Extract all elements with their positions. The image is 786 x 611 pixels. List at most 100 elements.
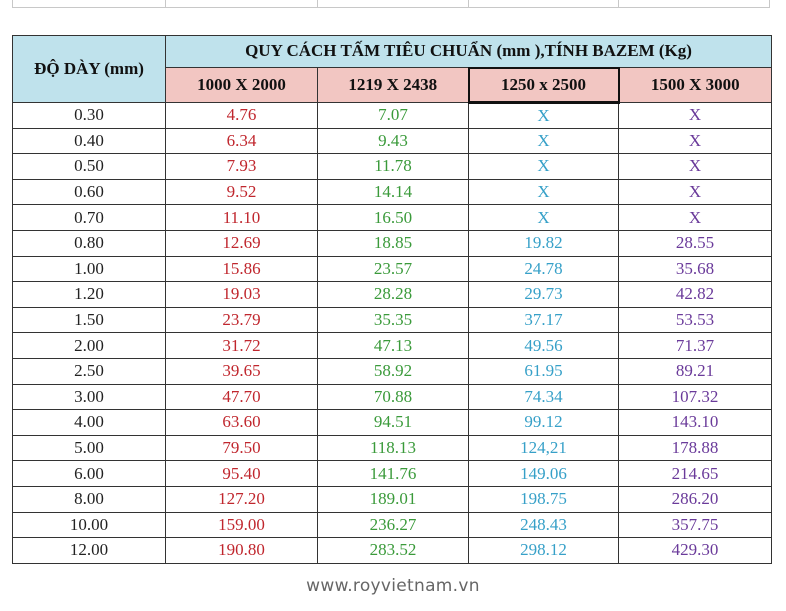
table-cell: 4.00 bbox=[12, 409, 166, 436]
table-cell: 99.12 bbox=[468, 409, 619, 436]
table-cell: 16.50 bbox=[317, 204, 469, 231]
website: www.royvietnam.vn bbox=[306, 576, 480, 596]
table-cell: 429.30 bbox=[617, 537, 773, 564]
table-cell: 70.88 bbox=[317, 383, 469, 411]
table-row: 12.00 190.80 283.52 298.12 429.30 bbox=[12, 537, 773, 564]
table-cell: 5.00 bbox=[12, 434, 166, 462]
column-header: 1250 x 2500 bbox=[467, 66, 620, 104]
table-cell: 178.88 bbox=[617, 434, 773, 462]
table-row: 4.00 63.60 94.51 99.12 143.10 bbox=[12, 409, 773, 436]
table-cell: 0.50 bbox=[12, 153, 166, 180]
table-row: 0.70 11.10 16.50 X X bbox=[12, 204, 773, 231]
table-cell: 141.76 bbox=[317, 460, 469, 487]
table-cell: 28.28 bbox=[317, 281, 469, 308]
table-cell: X bbox=[468, 102, 619, 129]
table-cell: 0.60 bbox=[12, 178, 166, 206]
table-cell: 189.01 bbox=[317, 485, 469, 513]
table-cell: 71.37 bbox=[617, 332, 773, 359]
table-cell: 61.95 bbox=[468, 357, 619, 385]
table-cell: X bbox=[617, 102, 773, 129]
table-row: 0.60 9.52 14.14 X X bbox=[12, 178, 773, 206]
table-cell: 9.43 bbox=[317, 127, 469, 155]
table-cell: 149.06 bbox=[468, 460, 619, 487]
table-cell: 298.12 bbox=[468, 537, 619, 564]
table-cell: 23.79 bbox=[165, 306, 318, 334]
table-cell: 49.56 bbox=[468, 332, 619, 359]
table-cell: 18.85 bbox=[317, 229, 469, 257]
column-header: 1219 X 2438 bbox=[317, 67, 469, 103]
table-cell: 236.27 bbox=[317, 511, 469, 539]
table-cell: 14.14 bbox=[317, 178, 469, 206]
table-cell: X bbox=[468, 153, 619, 180]
table-cell: 6.34 bbox=[165, 127, 318, 155]
table-cell: 0.80 bbox=[12, 229, 166, 257]
table-cell: 15.86 bbox=[165, 255, 318, 283]
table-cell: X bbox=[468, 178, 619, 206]
table-cell: 12.00 bbox=[12, 537, 166, 564]
table-cell: 9.52 bbox=[165, 178, 318, 206]
table-row: 1.50 23.79 35.35 37.17 53.53 bbox=[12, 306, 773, 334]
table-cell: 0.70 bbox=[12, 204, 166, 231]
table-cell: 23.57 bbox=[317, 255, 469, 283]
table-cell: 19.03 bbox=[165, 281, 318, 308]
table-cell: X bbox=[617, 127, 773, 155]
table-cell: 127.20 bbox=[165, 485, 318, 513]
table-row: 3.00 47.70 70.88 74.34 107.32 bbox=[12, 383, 773, 411]
table-cell: 79.50 bbox=[165, 434, 318, 462]
table-cell: 1.00 bbox=[12, 255, 166, 283]
table-cell: 11.78 bbox=[317, 153, 469, 180]
table-row: 1.00 15.86 23.57 24.78 35.68 bbox=[12, 255, 773, 283]
table-cell: 31.72 bbox=[165, 332, 318, 359]
table-cell: X bbox=[617, 178, 773, 206]
table-cell: 248.43 bbox=[468, 511, 619, 539]
table-title: QUY CÁCH TẤM TIÊU CHUẨN (mm ),TÍNH BAZEM… bbox=[164, 35, 773, 68]
table-cell: X bbox=[468, 127, 619, 155]
table-cell: 2.00 bbox=[12, 332, 166, 359]
table-cell: 47.13 bbox=[317, 332, 469, 359]
table-cell: 3.00 bbox=[12, 383, 166, 411]
table-row: 10.00 159.00 236.27 248.43 357.75 bbox=[12, 511, 773, 539]
table-cell: 89.21 bbox=[617, 357, 773, 385]
column-header: 1000 X 2000 bbox=[165, 67, 318, 103]
table-cell: 357.75 bbox=[617, 511, 773, 539]
table-row: 0.50 7.93 11.78 X X bbox=[12, 153, 773, 180]
table-cell: X bbox=[617, 153, 773, 180]
table-cell: 190.80 bbox=[165, 537, 318, 564]
column-header: 1500 X 3000 bbox=[617, 67, 773, 103]
table-cell: 53.53 bbox=[617, 306, 773, 334]
table-cell: 19.82 bbox=[468, 229, 619, 257]
table-cell: 4.76 bbox=[165, 102, 318, 129]
table-cell: 107.32 bbox=[617, 383, 773, 411]
table-cell: 28.55 bbox=[617, 229, 773, 257]
table-cell: 8.00 bbox=[12, 485, 166, 513]
table-cell: 74.34 bbox=[468, 383, 619, 411]
table-cell: 95.40 bbox=[165, 460, 318, 487]
table-cell: 0.30 bbox=[12, 102, 166, 129]
table-cell: 11.10 bbox=[165, 204, 318, 231]
table-cell: 94.51 bbox=[317, 409, 469, 436]
table-cell: 39.65 bbox=[165, 357, 318, 385]
table-cell: X bbox=[468, 204, 619, 231]
table-row: 0.40 6.34 9.43 X X bbox=[12, 127, 773, 155]
table-cell: 6.00 bbox=[12, 460, 166, 487]
table-cell: 1.50 bbox=[12, 306, 166, 334]
table-cell: 198.75 bbox=[468, 485, 619, 513]
table-row: 0.80 12.69 18.85 19.82 28.55 bbox=[12, 229, 773, 257]
table-cell: 214.65 bbox=[617, 460, 773, 487]
table-row: 2.50 39.65 58.92 61.95 89.21 bbox=[12, 357, 773, 385]
table-cell: 286.20 bbox=[617, 485, 773, 513]
thickness-header: ĐỘ DÀY (mm) bbox=[12, 35, 166, 103]
table-row: 2.00 31.72 47.13 49.56 71.37 bbox=[12, 332, 773, 359]
table-cell: 37.17 bbox=[468, 306, 619, 334]
previous-table-edge bbox=[12, 0, 770, 8]
table-cell: 1.20 bbox=[12, 281, 166, 308]
table-cell: 2.50 bbox=[12, 357, 166, 385]
table-cell: 47.70 bbox=[165, 383, 318, 411]
table-row: 8.00 127.20 189.01 198.75 286.20 bbox=[12, 485, 773, 513]
table-row: 6.00 95.40 141.76 149.06 214.65 bbox=[12, 460, 773, 487]
table-row: 0.30 4.76 7.07 X X bbox=[12, 102, 773, 129]
table-cell: 7.93 bbox=[165, 153, 318, 180]
weight-table: ĐỘ DÀY (mm) QUY CÁCH TẤM TIÊU CHUẨN (mm … bbox=[12, 35, 773, 564]
table-row: 5.00 79.50 118.13 124,21 178.88 bbox=[12, 434, 773, 462]
